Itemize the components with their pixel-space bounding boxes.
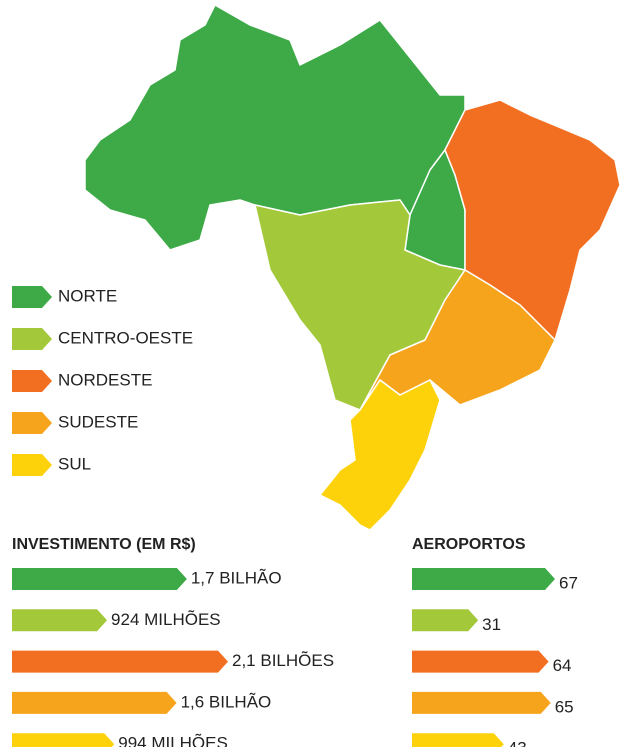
region-sul	[319, 379, 441, 531]
bar	[412, 733, 504, 747]
map	[84, 4, 621, 531]
legend-label: CENTRO-OESTE	[58, 328, 193, 347]
region-nordeste	[444, 99, 621, 341]
chart-title: INVESTIMENTO (EM R$)	[12, 536, 196, 553]
value-label: 67	[559, 573, 578, 592]
legend-swatch	[12, 286, 52, 308]
legend-label: SUL	[58, 454, 91, 473]
legend-swatch	[12, 328, 52, 350]
value-label: 31	[482, 615, 501, 634]
value-label: 65	[555, 697, 574, 716]
legend-label: SUDESTE	[58, 412, 138, 431]
legend-swatch	[12, 412, 52, 434]
value-label: 994 MILHÕES	[118, 734, 228, 747]
legend-swatch	[12, 454, 52, 476]
bar	[12, 568, 187, 590]
bar	[12, 609, 108, 632]
value-label: 1,7 BILHÃO	[191, 568, 282, 587]
legend-label: NORTE	[58, 286, 117, 305]
legend-swatch	[12, 370, 52, 392]
value-label: 924 MILHÕES	[111, 610, 221, 629]
value-label: 1,6 BILHÃO	[181, 692, 272, 711]
bar	[12, 733, 115, 747]
chart-title: AEROPORTOS	[412, 536, 526, 553]
bar	[12, 691, 177, 714]
bar	[412, 650, 549, 673]
bar	[412, 691, 551, 714]
bar	[412, 568, 555, 590]
value-label: 64	[553, 656, 572, 675]
region-norte	[84, 4, 466, 251]
bar	[412, 609, 479, 632]
legend-label: NORDESTE	[58, 370, 152, 389]
value-label: 2,1 BILHÕES	[232, 651, 334, 670]
value-label: 43	[508, 739, 527, 747]
region-sudeste	[359, 269, 556, 411]
bar	[12, 650, 228, 673]
